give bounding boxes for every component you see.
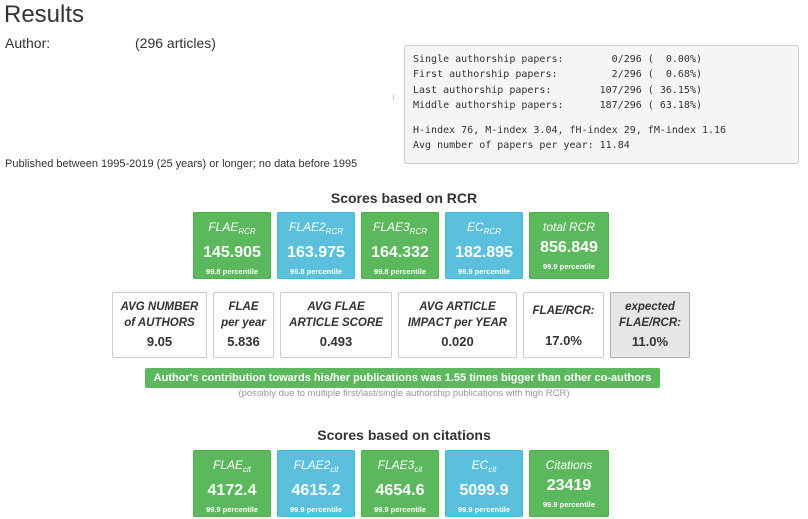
published-note: Published between 1995-2019 (25 years) o…: [5, 158, 358, 170]
score-label: FLAE2cit: [293, 458, 339, 474]
score-label: FLAE3cit: [377, 458, 423, 474]
stats-line: Last authorship papers: 107/296 ( 36.15%…: [413, 84, 702, 96]
score-label: total RCR: [542, 220, 595, 234]
stats-line: First authorship papers: 2/296 ( 0.68%): [413, 69, 702, 81]
metric-label: AVG FLAE ARTICLE SCORE: [289, 301, 383, 329]
score-percentile: 99.9 percentile: [373, 505, 427, 514]
score-value: 164.332: [371, 244, 429, 261]
metric-value: 0.493: [319, 334, 353, 349]
score-card-flae3-cit: FLAE3cit 4654.6 99.9 percentile: [361, 450, 439, 517]
score-value: 5099.9: [459, 482, 509, 499]
score-percentile: 99.9 percentile: [205, 505, 259, 514]
score-label: ECcit: [471, 458, 497, 474]
stats-line: Single authorship papers: 0/296 ( 0.00%): [413, 54, 702, 65]
score-value: 163.975: [287, 244, 345, 261]
divider-mark: [393, 95, 394, 100]
metric-label: FLAE/RCR:: [532, 305, 595, 317]
score-label: FLAE3RCR: [372, 220, 428, 236]
score-value: 145.905: [203, 244, 261, 261]
score-percentile: 99.9 percentile: [542, 500, 596, 509]
score-value: 4615.2: [291, 482, 341, 499]
score-value: 4654.6: [375, 482, 425, 499]
stats-line: Middle authorship papers: 187/296 ( 63.1…: [413, 99, 702, 111]
score-label: Citations: [545, 458, 593, 472]
metric-label: FLAE per year: [221, 301, 266, 329]
score-value: 182.895: [455, 244, 513, 261]
score-label: FLAERCR: [208, 220, 256, 236]
score-card-flae2-cit: FLAE2cit 4615.2 99.9 percentile: [277, 450, 355, 517]
score-percentile: 99.9 percentile: [457, 267, 511, 276]
contribution-note: (possibly due to multiple first/last/sin…: [238, 388, 570, 399]
page-title: Results: [4, 1, 85, 28]
metric-avg-flae-article-score: AVG FLAE ARTICLE SCORE 0.493: [280, 292, 392, 358]
metric-flae-rcr: FLAE/RCR: 17.0%: [523, 292, 604, 358]
score-value: 856.849: [540, 239, 598, 256]
score-value: 4172.4: [207, 482, 257, 499]
metric-value: 0.020: [441, 334, 474, 349]
metric-value: 9.05: [146, 334, 173, 349]
article-count: (296 articles): [135, 35, 216, 51]
score-card-flae2-rcr: FLAE2RCR 163.975 99.8 percentile: [277, 212, 355, 279]
score-card-flae-rcr: FLAERCR 145.905 99.8 percentile: [193, 212, 271, 279]
metric-avg-authors: AVG NUMBER of AUTHORS 9.05: [112, 292, 207, 358]
author-label: Author:: [5, 35, 51, 51]
citations-heading: Scores based on citations: [317, 427, 491, 443]
score-value: 23419: [546, 477, 592, 494]
score-label: ECRCR: [466, 220, 501, 236]
rcr-heading: Scores based on RCR: [330, 190, 478, 206]
contribution-banner: Author's contribution towards his/her pu…: [145, 368, 660, 388]
metric-flae-per-year: FLAE per year 5.836: [213, 292, 274, 358]
metric-value: 17.0%: [545, 333, 582, 348]
metric-label: expected FLAE/RCR:: [619, 301, 681, 329]
score-label: FLAEcit: [212, 458, 251, 474]
score-card-flae3-rcr: FLAE3RCR 164.332 99.8 percentile: [361, 212, 439, 279]
authorship-stats-box: Single authorship papers: 0/296 ( 0.00%)…: [404, 45, 799, 164]
score-percentile: 99.8 percentile: [373, 267, 427, 276]
score-percentile: 99.9 percentile: [457, 505, 511, 514]
avg-papers-line: Avg number of papers per year: 11.84: [413, 140, 630, 152]
metric-label: AVG ARTICLE IMPACT per YEAR: [407, 301, 508, 329]
metric-expected-flae-rcr: expected FLAE/RCR: 11.0%: [610, 292, 690, 358]
score-card-citations: Citations 23419 99.9 percentile: [529, 450, 609, 517]
score-card-flae-cit: FLAEcit 4172.4 99.9 percentile: [193, 450, 271, 517]
index-line: H-index 76, M-index 3.04, fH-index 29, f…: [413, 125, 727, 137]
metric-avg-article-impact: AVG ARTICLE IMPACT per YEAR 0.020: [398, 292, 517, 358]
score-percentile: 99.9 percentile: [542, 262, 596, 271]
metric-label: AVG NUMBER of AUTHORS: [120, 301, 199, 329]
score-card-ec-cit: ECcit 5099.9 99.9 percentile: [445, 450, 523, 517]
score-card-ec-rcr: ECRCR 182.895 99.9 percentile: [445, 212, 523, 279]
score-card-total-rcr: total RCR 856.849 99.9 percentile: [529, 212, 609, 279]
score-label: FLAE2RCR: [288, 220, 344, 236]
metric-value: 11.0%: [631, 334, 669, 349]
score-percentile: 99.9 percentile: [289, 505, 343, 514]
metric-value: 5.836: [227, 334, 260, 349]
score-percentile: 99.8 percentile: [205, 267, 259, 276]
score-percentile: 99.8 percentile: [289, 267, 343, 276]
